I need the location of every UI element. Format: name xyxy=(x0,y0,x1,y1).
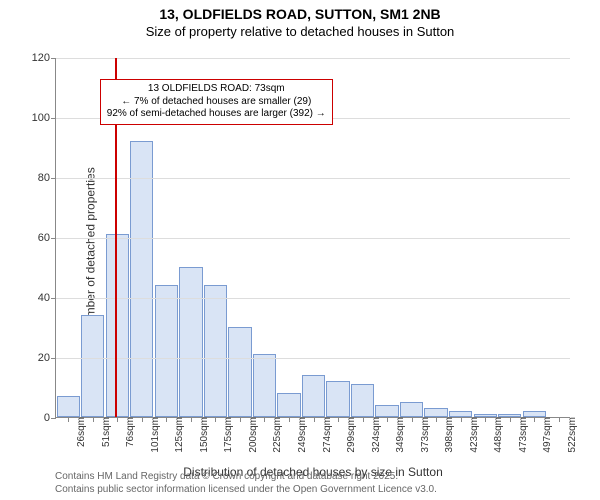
bar xyxy=(351,384,374,417)
x-category-label: 51sqm xyxy=(97,417,112,447)
bar xyxy=(57,396,80,417)
gridline xyxy=(56,298,570,299)
x-tick xyxy=(510,417,511,422)
x-category-label: 101sqm xyxy=(146,417,161,453)
gridline xyxy=(56,178,570,179)
x-category-label: 249sqm xyxy=(293,417,308,453)
x-tick xyxy=(338,417,339,422)
x-tick xyxy=(485,417,486,422)
gridline xyxy=(56,238,570,239)
bar xyxy=(130,141,153,417)
x-category-label: 225sqm xyxy=(268,417,283,453)
x-tick xyxy=(534,417,535,422)
plot-area: Distribution of detached houses by size … xyxy=(55,58,570,418)
x-tick xyxy=(264,417,265,422)
chart-title-sub: Size of property relative to detached ho… xyxy=(0,24,600,39)
bar xyxy=(277,393,300,417)
chart-container: 13, OLDFIELDS ROAD, SUTTON, SM1 2NB Size… xyxy=(0,0,600,500)
chart-titles: 13, OLDFIELDS ROAD, SUTTON, SM1 2NB Size… xyxy=(0,0,600,39)
y-tick-label: 100 xyxy=(32,112,56,124)
y-tick-label: 120 xyxy=(32,52,56,64)
bar xyxy=(424,408,447,417)
callout-box: 13 OLDFIELDS ROAD: 73sqm← 7% of detached… xyxy=(100,79,333,125)
x-category-label: 299sqm xyxy=(342,417,357,453)
y-tick-label: 20 xyxy=(38,352,56,364)
gridline xyxy=(56,358,570,359)
x-category-label: 522sqm xyxy=(563,417,578,453)
bar xyxy=(375,405,398,417)
x-tick xyxy=(363,417,364,422)
x-tick xyxy=(387,417,388,422)
x-category-label: 373sqm xyxy=(416,417,431,453)
x-category-label: 26sqm xyxy=(72,417,87,447)
bar xyxy=(228,327,251,417)
x-category-label: 150sqm xyxy=(195,417,210,453)
bar xyxy=(204,285,227,417)
y-tick-label: 60 xyxy=(38,232,56,244)
callout-line: 13 OLDFIELDS ROAD: 73sqm xyxy=(107,83,326,96)
x-tick xyxy=(412,417,413,422)
x-category-label: 125sqm xyxy=(170,417,185,453)
chart-footer: Contains HM Land Registry data © Crown c… xyxy=(55,471,437,496)
x-category-label: 200sqm xyxy=(244,417,259,453)
bar xyxy=(400,402,423,417)
x-category-label: 274sqm xyxy=(318,417,333,453)
x-category-label: 473sqm xyxy=(514,417,529,453)
y-tick-label: 40 xyxy=(38,292,56,304)
x-category-label: 423sqm xyxy=(465,417,480,453)
x-category-label: 349sqm xyxy=(391,417,406,453)
bar xyxy=(106,234,129,417)
chart-title-main: 13, OLDFIELDS ROAD, SUTTON, SM1 2NB xyxy=(0,6,600,22)
y-tick-label: 0 xyxy=(44,412,56,424)
x-category-label: 398sqm xyxy=(440,417,455,453)
x-tick xyxy=(191,417,192,422)
x-tick xyxy=(240,417,241,422)
callout-line: 92% of semi-detached houses are larger (… xyxy=(107,108,326,121)
x-tick xyxy=(314,417,315,422)
x-tick xyxy=(436,417,437,422)
bar xyxy=(302,375,325,417)
bar xyxy=(253,354,276,417)
footer-line-2: Contains public sector information licen… xyxy=(55,484,437,497)
bar xyxy=(81,315,104,417)
x-category-label: 497sqm xyxy=(538,417,553,453)
x-tick xyxy=(461,417,462,422)
x-tick xyxy=(559,417,560,422)
x-tick xyxy=(68,417,69,422)
callout-line: ← 7% of detached houses are smaller (29) xyxy=(107,96,326,109)
footer-line-1: Contains HM Land Registry data © Crown c… xyxy=(55,471,437,484)
x-tick xyxy=(166,417,167,422)
x-category-label: 76sqm xyxy=(121,417,136,447)
bar xyxy=(326,381,349,417)
bar xyxy=(155,285,178,417)
x-category-label: 324sqm xyxy=(367,417,382,453)
x-tick xyxy=(142,417,143,422)
x-tick xyxy=(117,417,118,422)
x-tick xyxy=(215,417,216,422)
x-tick xyxy=(93,417,94,422)
x-tick xyxy=(289,417,290,422)
x-category-label: 448sqm xyxy=(489,417,504,453)
y-tick-label: 80 xyxy=(38,172,56,184)
bar xyxy=(179,267,202,417)
gridline xyxy=(56,58,570,59)
x-category-label: 175sqm xyxy=(219,417,234,453)
